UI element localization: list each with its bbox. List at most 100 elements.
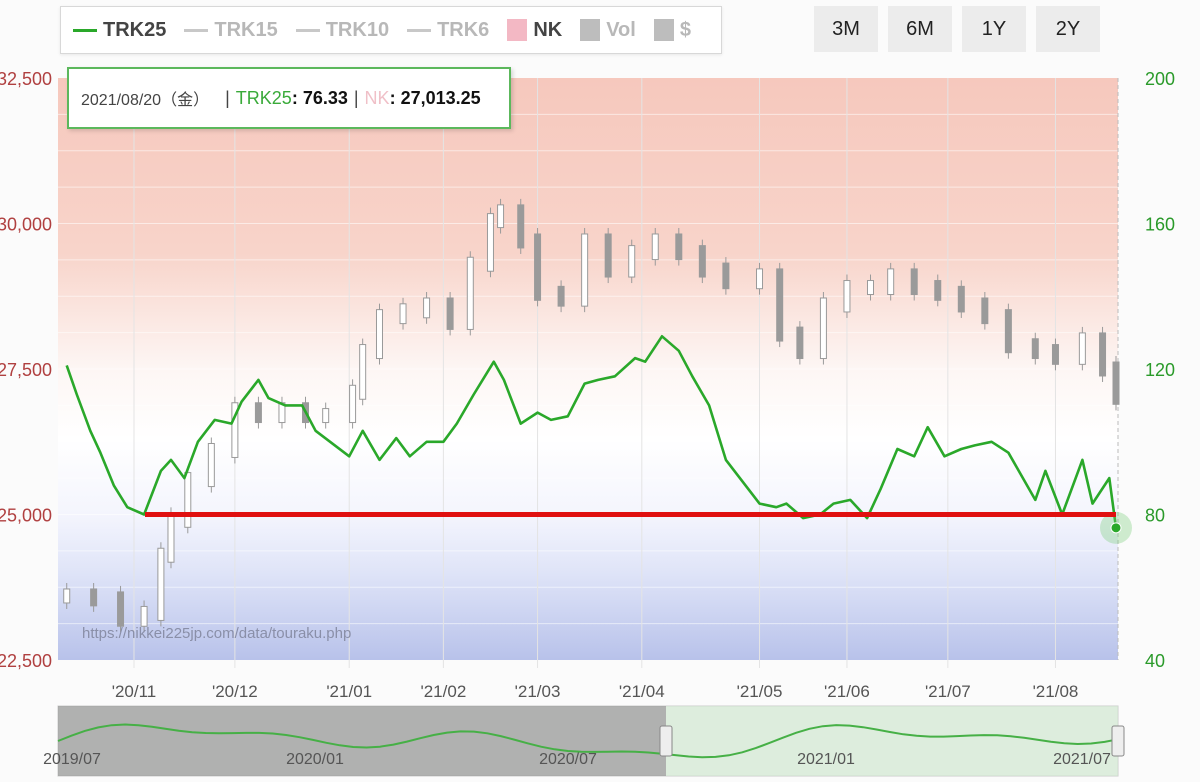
legend-label: TRK25 xyxy=(103,18,167,41)
range-button-3m[interactable]: 3M xyxy=(814,6,878,52)
legend-item-trk25[interactable]: TRK25 xyxy=(73,19,166,42)
nk-candle xyxy=(486,213,494,272)
legend-line-swatch xyxy=(295,28,320,32)
right-tick-label: 200 xyxy=(1145,69,1175,89)
nk-candle xyxy=(207,442,215,488)
nk-candle xyxy=(1031,338,1039,360)
nk-candle xyxy=(254,402,262,424)
x-tick-label: '20/11 xyxy=(112,682,157,701)
range-selector: 3M 6M 1Y 2Y xyxy=(814,6,1100,52)
nk-candle xyxy=(231,402,239,458)
range-button-2y[interactable]: 2Y xyxy=(1036,6,1100,52)
legend-box-swatch xyxy=(507,19,528,41)
navigator[interactable]: 2019/07 2020/01 2020/07 2021/01 2021/07 xyxy=(43,705,1125,777)
legend-label: Vol xyxy=(606,18,636,41)
x-tick-label: '21/01 xyxy=(326,682,372,701)
range-button-1y[interactable]: 1Y xyxy=(962,6,1026,52)
nk-candle xyxy=(375,309,383,360)
x-tick-label: '21/03 xyxy=(515,682,561,701)
x-tick-label: '20/12 xyxy=(212,682,258,701)
tooltip-separator: | xyxy=(225,87,230,108)
x-tick-label: '21/07 xyxy=(925,682,971,701)
tooltip-separator-2: | xyxy=(353,87,359,108)
nk-candle xyxy=(359,344,367,400)
navigator-tick-label: 2021/01 xyxy=(797,751,855,768)
right-tick-label: 120 xyxy=(1145,360,1175,380)
nk-candle xyxy=(934,280,942,301)
x-tick-label: '21/06 xyxy=(824,682,870,701)
legend-item-usd[interactable]: $ xyxy=(653,18,691,42)
nk-candle xyxy=(1078,332,1086,365)
nk-candle xyxy=(184,472,192,528)
nk-candle xyxy=(776,268,784,342)
nk-series xyxy=(63,198,1120,633)
nk-candle xyxy=(90,588,98,607)
nk-candle xyxy=(651,233,659,261)
tooltip-trk-value: 76.33 xyxy=(302,87,348,108)
legend-label: TRK10 xyxy=(325,18,390,41)
legend-box-swatch xyxy=(580,19,601,41)
nk-candle xyxy=(698,245,706,278)
nk-candle xyxy=(446,297,454,330)
legend-item-trk10[interactable]: TRK10 xyxy=(295,18,390,42)
right-tick-label: 160 xyxy=(1145,215,1175,235)
legend: TRK25 TRK15 TRK10 TRK6 NK Vol $ xyxy=(60,6,722,54)
left-tick-label: 22,500 xyxy=(0,651,52,671)
left-tick-label: 25,000 xyxy=(0,506,52,526)
legend-item-trk15[interactable]: TRK15 xyxy=(184,18,278,42)
nk-candle xyxy=(843,280,851,313)
navigator-tick-label: 2019/07 xyxy=(43,751,101,768)
nk-candle xyxy=(1099,332,1107,377)
nk-candle xyxy=(517,204,525,249)
nk-candle xyxy=(1112,361,1120,405)
navigator-tick-label: 2020/01 xyxy=(286,751,344,768)
right-tick-label: 80 xyxy=(1145,506,1165,526)
legend-item-trk6[interactable]: TRK6 xyxy=(407,19,489,42)
tooltip: 2021/08/20（金） | TRK25 : 76.33 | NK : 27,… xyxy=(67,67,511,129)
nk-candle xyxy=(423,297,431,319)
legend-label: NK xyxy=(533,18,563,41)
legend-label: TRK6 xyxy=(437,18,490,41)
nk-candle xyxy=(117,591,125,627)
nk-candle xyxy=(497,204,505,229)
legend-item-nk[interactable]: NK xyxy=(507,19,562,42)
nk-candle xyxy=(628,245,636,278)
nk-candle xyxy=(581,233,589,307)
right-tick-label: 40 xyxy=(1145,651,1165,671)
nk-candle xyxy=(1051,344,1059,365)
x-tick-label: '21/04 xyxy=(619,682,665,701)
legend-line-swatch xyxy=(407,28,432,32)
navigator-mask xyxy=(58,706,666,776)
navigator-handle-left[interactable] xyxy=(659,725,673,757)
nk-candle xyxy=(557,285,565,307)
range-button-6m[interactable]: 6M xyxy=(888,6,952,52)
legend-item-vol[interactable]: Vol xyxy=(580,19,636,42)
x-tick-label: '21/05 xyxy=(737,682,783,701)
navigator-line xyxy=(57,723,1119,759)
nk-candle xyxy=(1004,309,1012,354)
tooltip-nk-label: NK xyxy=(364,87,390,108)
tooltip-nk-value: 27,013.25 xyxy=(400,87,481,108)
x-axis: '20/11 '20/12 '21/01 '21/02 '21/03 '21/04 '21/… xyxy=(112,682,1079,701)
navigator-tick-label: 2021/07 xyxy=(1053,751,1111,768)
legend-line-swatch xyxy=(184,28,209,32)
legend-label: TRK15 xyxy=(214,18,278,41)
trk25-line xyxy=(65,334,1118,528)
nk-candle xyxy=(796,326,804,360)
nk-candle xyxy=(63,588,71,604)
tooltip-trk-label: TRK25 xyxy=(235,87,292,108)
nk-candle xyxy=(534,233,542,301)
nk-candle xyxy=(981,297,989,325)
nk-candle xyxy=(957,285,965,313)
nk-candle xyxy=(322,408,330,424)
legend-label: $ xyxy=(679,18,691,41)
navigator-tick-label: 2020/07 xyxy=(539,751,597,768)
x-gridlines xyxy=(133,78,1119,668)
watermark: https://nikkei225jp.com/data/touraku.php xyxy=(82,625,351,642)
legend-box-swatch xyxy=(653,19,674,41)
hover-point xyxy=(1110,522,1122,534)
x-tick-label: '21/02 xyxy=(420,682,466,701)
nk-candle xyxy=(819,297,827,360)
right-axis: 200 160 120 80 40 xyxy=(1145,69,1175,671)
navigator-handle-right[interactable] xyxy=(1111,725,1125,757)
